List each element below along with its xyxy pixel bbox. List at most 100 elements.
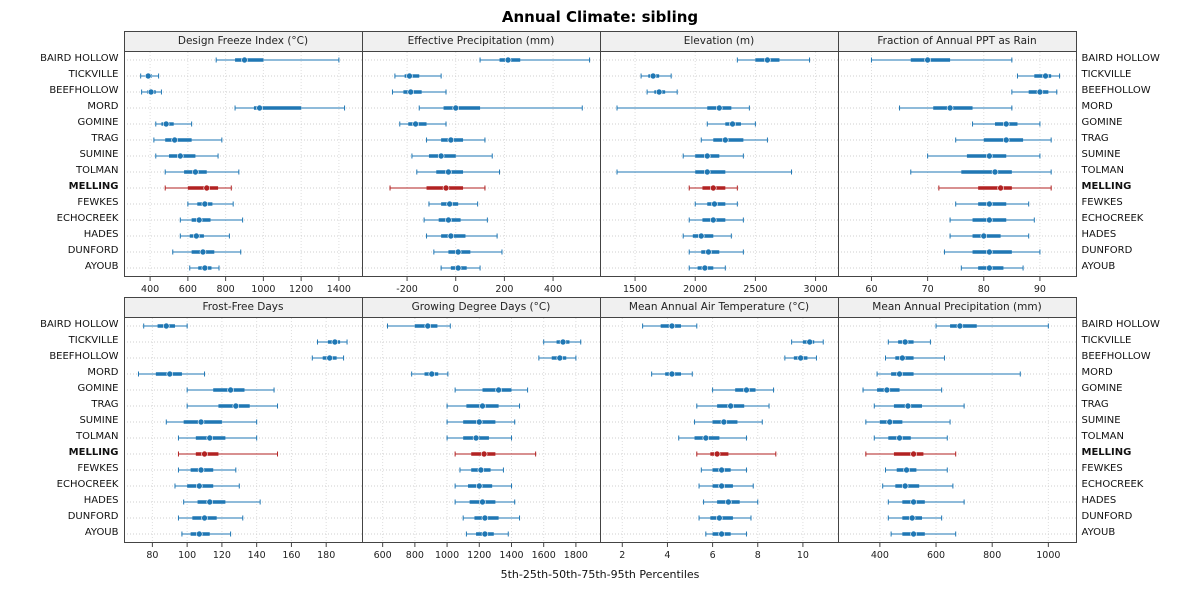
- panel-header: Fraction of Annual PPT as Rain: [838, 32, 1076, 52]
- row-label: BAIRD HOLLOW: [1081, 53, 1160, 64]
- median-dot: [331, 338, 338, 346]
- median-dot: [494, 386, 502, 394]
- x-tick-label: 80: [146, 550, 158, 561]
- percentile-series: [386, 322, 451, 330]
- median-dot: [478, 498, 486, 506]
- median-dot: [480, 450, 487, 458]
- row-label: DUNFORD: [1081, 245, 1133, 256]
- median-dot: [201, 200, 208, 208]
- percentile-series: [870, 56, 1012, 64]
- median-dot: [162, 322, 170, 330]
- median-dot: [724, 498, 732, 506]
- station-labels-left: BAIRD HOLLOW TICKVILLE BEEFHOLLOW MORD GOMIN…: [3, 297, 124, 541]
- percentile-series: [873, 434, 948, 442]
- percentile-series: [423, 216, 488, 224]
- x-tick-label: 1200: [289, 284, 313, 295]
- row-label: MORD: [87, 101, 119, 112]
- row-label: BAIRD HOLLOW: [40, 53, 119, 64]
- percentile-series: [316, 338, 348, 346]
- percentile-series: [139, 72, 159, 80]
- percentile-series: [410, 152, 493, 160]
- median-dot: [454, 248, 461, 256]
- percentile-series: [418, 104, 583, 112]
- row-label: ECHOCREEK: [56, 479, 119, 490]
- percentile-series: [311, 354, 344, 362]
- median-dot: [147, 88, 154, 96]
- percentile-series: [154, 120, 192, 128]
- percentile-series: [949, 216, 1035, 224]
- panel: Effective Precipitation (mm) -200 0 200 400: [361, 31, 601, 297]
- median-dot: [805, 338, 813, 346]
- percentile-series: [454, 450, 536, 458]
- median-dot: [454, 264, 461, 272]
- row-label: BEEFHOLLOW: [1081, 351, 1151, 362]
- median-dot: [176, 152, 184, 160]
- median-dot: [710, 200, 718, 208]
- percentile-series: [152, 136, 222, 144]
- percentile-series: [646, 88, 678, 96]
- percentile-series: [884, 354, 945, 362]
- x-tick-label: 4: [664, 550, 670, 561]
- median-dot: [885, 418, 893, 426]
- panel: Elevation (m) 1500 2000 2500 3000: [599, 31, 839, 297]
- row-label: ECHOCREEK: [56, 213, 119, 224]
- percentile-series: [688, 184, 738, 192]
- median-dot: [437, 152, 444, 160]
- median-dot: [985, 152, 993, 160]
- row-label: FEWKES: [77, 197, 119, 208]
- row-label: MELLING: [68, 447, 119, 458]
- median-dot: [742, 386, 750, 394]
- percentile-series: [890, 530, 956, 538]
- row-label: ECHOCREEK: [1081, 213, 1144, 224]
- row-label: DUNFORD: [1081, 511, 1133, 522]
- percentile-series: [462, 514, 520, 522]
- x-tick-label: 1400: [499, 550, 523, 561]
- median-dot: [444, 168, 452, 176]
- percentile-series: [650, 370, 693, 378]
- x-tick-label: 1000: [434, 550, 458, 561]
- x-tick-label: 6: [709, 550, 715, 561]
- percentile-series: [479, 56, 590, 64]
- median-dot: [909, 498, 917, 506]
- row-label: AYOUB: [1081, 527, 1116, 538]
- x-tick-label: 800: [983, 550, 1001, 561]
- median-dot: [985, 216, 993, 224]
- median-dot: [202, 184, 210, 192]
- percentile-series: [926, 152, 1040, 160]
- percentile-series: [234, 104, 345, 112]
- percentile-series: [641, 322, 697, 330]
- row-label: HADES: [83, 229, 119, 240]
- x-tick-label: 400: [141, 284, 159, 295]
- median-dot: [477, 466, 484, 474]
- median-dot: [668, 370, 675, 378]
- percentile-series: [454, 482, 512, 490]
- median-dot: [504, 56, 511, 64]
- percentile-series: [887, 514, 942, 522]
- median-dot: [898, 354, 906, 362]
- row-label: GOMINE: [1081, 117, 1123, 128]
- x-tick-label: -200: [396, 284, 418, 295]
- median-dot: [901, 338, 908, 346]
- median-dot: [406, 88, 414, 96]
- percentile-series: [427, 200, 478, 208]
- panel-header: Effective Precipitation (mm): [362, 32, 600, 52]
- percentile-series: [425, 232, 498, 240]
- percentile-series: [179, 216, 243, 224]
- percentile-series: [137, 370, 205, 378]
- row-label: TOLMAN: [76, 431, 119, 442]
- median-dot: [895, 434, 903, 442]
- median-dot: [195, 530, 203, 538]
- median-dot: [195, 482, 203, 490]
- x-tick-label: 90: [1033, 284, 1045, 295]
- x-tick-label: 8: [754, 550, 760, 561]
- percentile-series: [943, 248, 1040, 256]
- median-dot: [668, 322, 675, 330]
- row-label: TRAG: [91, 133, 119, 144]
- x-tick-label: 2: [619, 550, 625, 561]
- row-label: TICKVILLE: [1081, 69, 1132, 80]
- median-dot: [170, 136, 178, 144]
- percentile-series: [186, 402, 278, 410]
- percentile-series: [862, 386, 942, 394]
- median-dot: [232, 402, 239, 410]
- median-dot: [985, 248, 993, 256]
